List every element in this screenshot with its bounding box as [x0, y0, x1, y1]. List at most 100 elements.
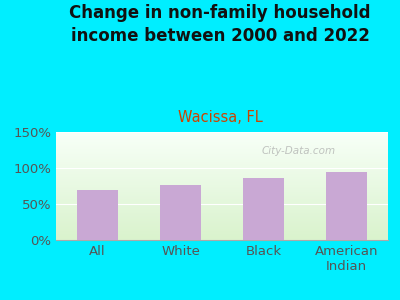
Bar — [56, 159, 388, 160]
Bar — [56, 175, 388, 176]
Bar — [56, 134, 388, 135]
Bar — [56, 202, 388, 203]
Bar — [56, 174, 388, 175]
Bar — [56, 163, 388, 164]
Bar — [56, 226, 388, 227]
Bar — [56, 206, 388, 207]
Bar — [56, 214, 388, 215]
Bar — [56, 152, 388, 153]
Bar — [326, 172, 367, 240]
Bar — [56, 194, 388, 195]
Bar — [56, 225, 388, 226]
Bar — [56, 171, 388, 172]
Text: Wacissa, FL: Wacissa, FL — [178, 110, 262, 124]
Bar — [56, 167, 388, 168]
Bar — [56, 217, 388, 218]
Bar — [56, 183, 388, 184]
Bar — [56, 230, 388, 231]
Bar — [56, 197, 388, 198]
Bar — [56, 138, 388, 139]
Bar — [56, 199, 388, 200]
Text: Change in non-family household
income between 2000 and 2022: Change in non-family household income be… — [69, 4, 371, 45]
Bar — [56, 200, 388, 201]
Bar — [56, 205, 388, 206]
Bar — [56, 201, 388, 202]
Bar — [56, 155, 388, 156]
Bar — [56, 229, 388, 230]
Bar — [77, 190, 118, 240]
Bar — [56, 198, 388, 199]
Bar — [56, 204, 388, 205]
Bar — [160, 184, 201, 240]
Bar — [56, 182, 388, 183]
Bar — [56, 185, 388, 186]
Bar — [56, 154, 388, 155]
Bar — [56, 211, 388, 212]
Bar — [56, 165, 388, 166]
Bar — [56, 161, 388, 162]
Bar — [56, 209, 388, 210]
Bar — [56, 144, 388, 145]
Bar — [56, 212, 388, 213]
Bar — [56, 192, 388, 193]
Bar — [56, 195, 388, 196]
Bar — [56, 169, 388, 170]
Bar — [56, 210, 388, 211]
Bar — [56, 193, 388, 194]
Bar — [56, 203, 388, 204]
Bar — [56, 188, 388, 189]
Bar — [56, 190, 388, 191]
Bar — [56, 173, 388, 174]
Text: City-Data.com: City-Data.com — [261, 146, 336, 156]
Bar — [56, 233, 388, 234]
Bar — [56, 238, 388, 239]
Bar — [56, 239, 388, 240]
Bar — [56, 141, 388, 142]
Bar — [56, 177, 388, 178]
Bar — [56, 140, 388, 141]
Bar — [56, 219, 388, 220]
Bar — [56, 136, 388, 137]
Bar — [56, 178, 388, 179]
Bar — [56, 151, 388, 152]
Bar — [56, 227, 388, 228]
Bar — [56, 153, 388, 154]
Bar — [56, 150, 388, 151]
Bar — [56, 221, 388, 222]
Bar — [56, 132, 388, 133]
Bar — [56, 176, 388, 177]
Bar — [56, 172, 388, 173]
Bar — [56, 232, 388, 233]
Bar — [56, 169, 388, 170]
Bar — [56, 146, 388, 147]
Bar — [56, 231, 388, 232]
Bar — [56, 147, 388, 148]
Bar — [56, 160, 388, 161]
Bar — [56, 184, 388, 185]
Bar — [56, 215, 388, 216]
Bar — [56, 162, 388, 163]
Bar — [56, 186, 388, 187]
Bar — [56, 135, 388, 136]
Bar — [56, 158, 388, 159]
Bar — [56, 224, 388, 225]
Bar — [56, 235, 388, 236]
Bar — [243, 178, 284, 240]
Bar — [56, 164, 388, 165]
Bar — [56, 222, 388, 223]
Bar — [56, 196, 388, 197]
Bar — [56, 148, 388, 149]
Bar — [56, 156, 388, 157]
Bar — [56, 223, 388, 224]
Bar — [56, 207, 388, 208]
Bar — [56, 237, 388, 238]
Bar — [56, 187, 388, 188]
Bar — [56, 137, 388, 138]
Bar — [56, 220, 388, 221]
Bar — [56, 145, 388, 146]
Bar — [56, 236, 388, 237]
Bar — [56, 180, 388, 181]
Bar — [56, 168, 388, 169]
Bar — [56, 157, 388, 158]
Bar — [56, 213, 388, 214]
